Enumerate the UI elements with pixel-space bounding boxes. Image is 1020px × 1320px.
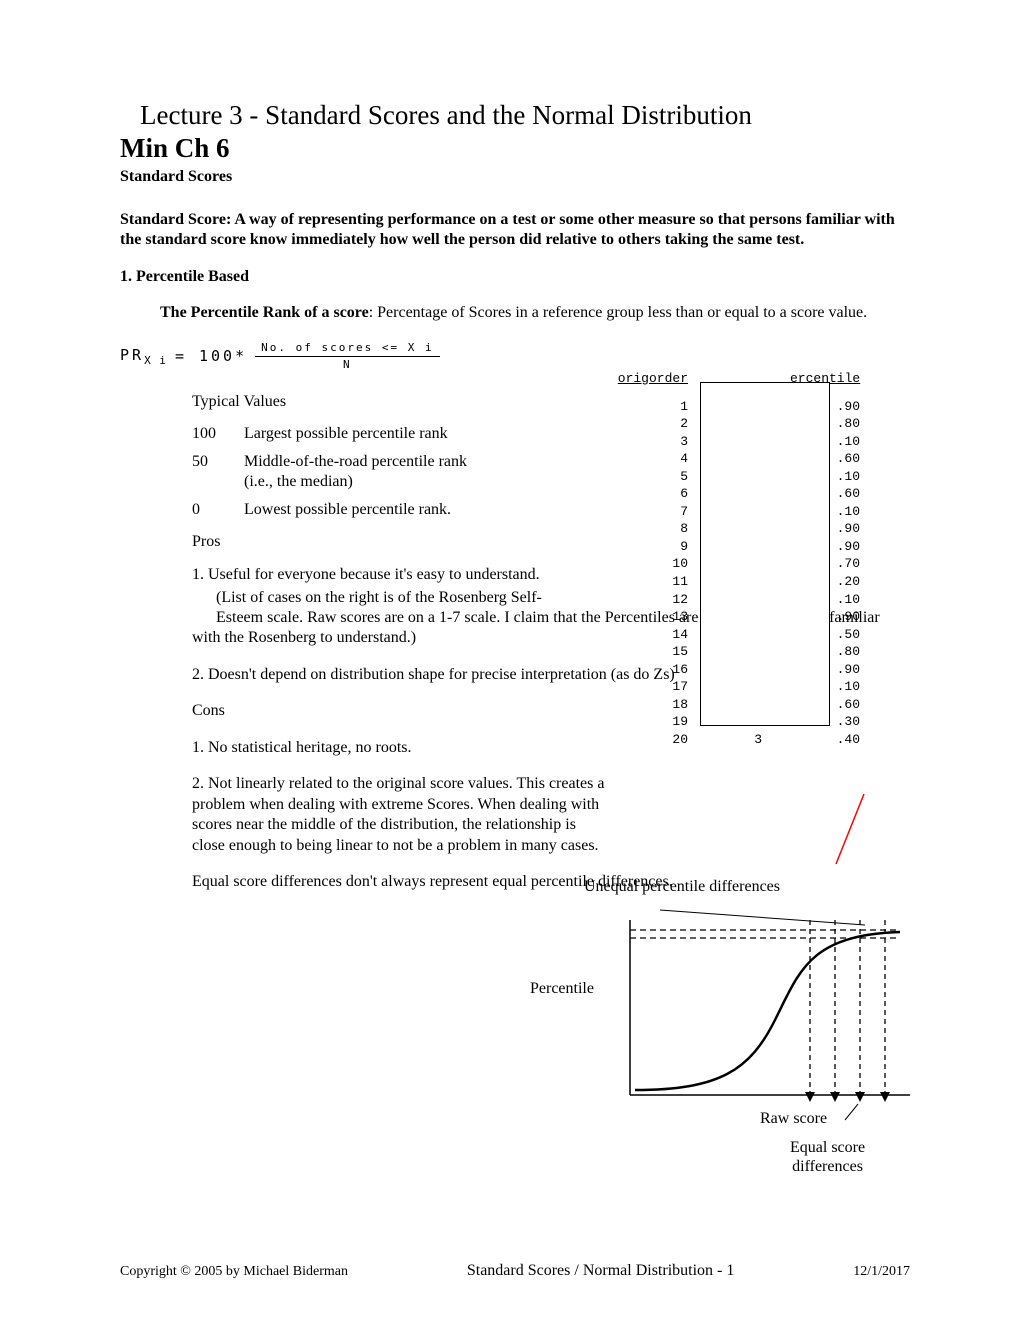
formula-eq: = 100* — [175, 347, 247, 365]
occluder-box — [700, 382, 830, 726]
footer-title: Standard Scores / Normal Distribution - … — [467, 1262, 735, 1280]
page-footer: Copyright © 2005 by Michael Biderman Sta… — [120, 1262, 910, 1280]
pr-def-rest: : Percentage of Scores in a reference gr… — [369, 304, 867, 321]
footer-copyright: Copyright © 2005 by Michael Biderman — [120, 1264, 348, 1280]
section-heading: Standard Scores — [120, 168, 900, 186]
formula-lhs: PRX i — [120, 346, 167, 367]
formula-denominator: N — [255, 356, 439, 371]
graph-label-equal: Equal score differences — [790, 1138, 865, 1176]
graph-label-top: Unequal percentile differences — [480, 878, 780, 896]
formula-fraction: No. of scores <= X i N — [255, 342, 439, 371]
footer-date: 12/1/2017 — [853, 1264, 910, 1280]
graph-svg — [600, 880, 920, 1140]
graph-label-y: Percentile — [530, 980, 594, 998]
lecture-title: Lecture 3 - Standard Scores and the Norm… — [120, 100, 900, 131]
pr-formula: PRX i = 100* No. of scores <= X i N — [120, 342, 900, 371]
percentile-heading: 1. Percentile Based — [120, 267, 900, 287]
pr-def-lead: The Percentile Rank of a score — [160, 304, 369, 321]
percentile-rank-def: The Percentile Rank of a score: Percenta… — [160, 303, 900, 323]
definition-paragraph: Standard Score: A way of representing pe… — [120, 210, 900, 251]
con-2: 2. Not linearly related to the original … — [192, 774, 612, 856]
percentile-graph: Unequal percentile differences Percentil… — [600, 880, 920, 1130]
table-row: 203.40 — [610, 731, 900, 749]
red-tick-icon — [830, 790, 870, 870]
formula-numerator: No. of scores <= X i — [255, 342, 439, 356]
chapter-title: Min Ch 6 — [120, 133, 900, 164]
graph-label-x: Raw score — [760, 1110, 827, 1128]
